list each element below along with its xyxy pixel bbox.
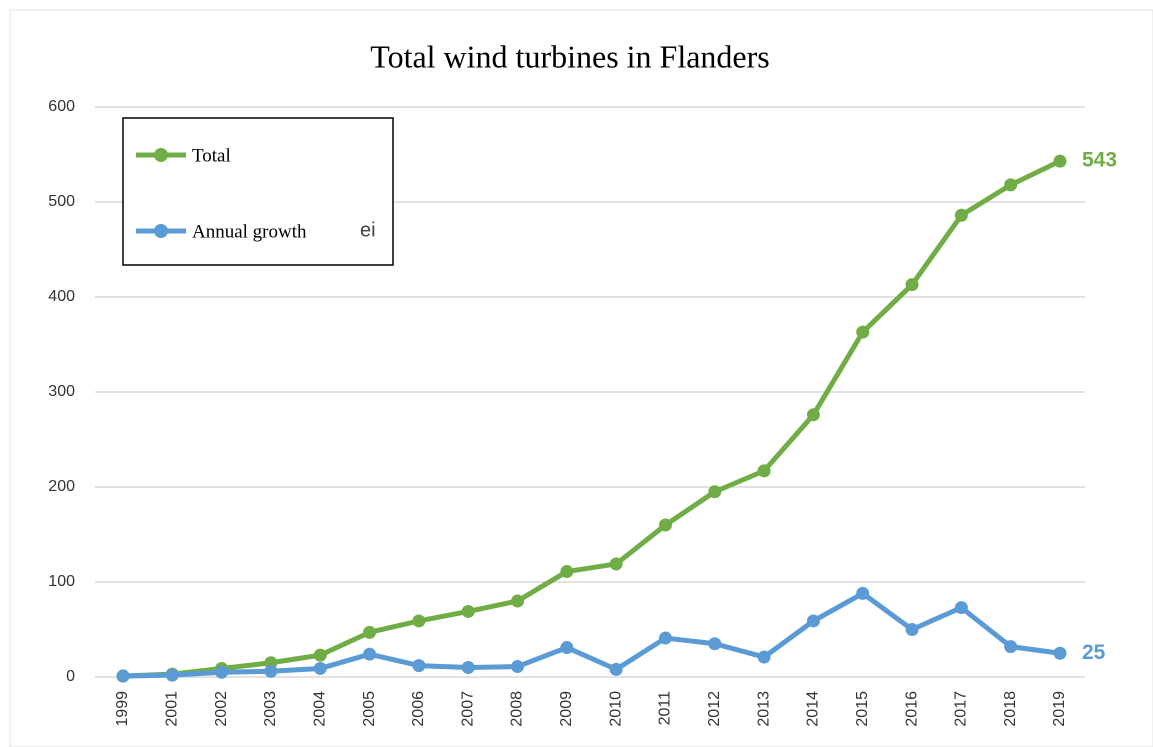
y-tick-label: 100: [48, 573, 75, 590]
data-point: [658, 518, 672, 532]
data-point: [856, 586, 870, 600]
x-tick-label: 2015: [854, 691, 871, 727]
data-point: [609, 557, 623, 571]
y-tick-label: 400: [48, 288, 75, 305]
x-tick-label: 2008: [509, 691, 526, 727]
x-tick-label: 2009: [558, 691, 575, 727]
y-tick-label: 600: [48, 98, 75, 115]
data-point: [905, 623, 919, 636]
series-line: [122, 158, 1062, 679]
x-tick-label: 2004: [311, 691, 328, 727]
chart-border: [9, 9, 1153, 747]
data-point: [363, 625, 377, 639]
x-tick-label: 2016: [903, 691, 920, 727]
data-point: [461, 661, 475, 674]
data-point: [511, 594, 525, 608]
x-tick-label: 2007: [459, 691, 476, 727]
data-point: [560, 641, 574, 655]
data-point: [1053, 646, 1067, 660]
x-tick-label: 2006: [410, 691, 427, 727]
end-label: 543: [1082, 149, 1117, 172]
data-point: [116, 669, 130, 683]
data-point: [954, 208, 968, 222]
data-point: [412, 659, 426, 673]
data-point: [560, 565, 574, 579]
chart-title: Total wind turbines in Flanders: [370, 38, 769, 74]
data-point: [363, 647, 377, 661]
data-point: [954, 601, 968, 615]
x-tick-label: 2010: [607, 691, 624, 727]
data-point: [313, 648, 327, 662]
data-point: [757, 464, 771, 478]
data-point: [264, 664, 278, 678]
legend-label: Total: [192, 145, 231, 166]
data-point: [412, 614, 426, 628]
data-point: [757, 650, 771, 664]
x-tick-label: 2018: [1002, 691, 1019, 727]
data-point: [313, 661, 327, 675]
data-point: [511, 660, 525, 674]
data-point: [1004, 178, 1018, 192]
x-tick-label: 2001: [164, 691, 181, 727]
legend-marker: [154, 148, 168, 162]
data-point: [708, 637, 722, 651]
series-line: [122, 590, 1061, 679]
data-point: [856, 325, 870, 339]
data-point: [1053, 154, 1067, 168]
data-point: [1004, 640, 1018, 654]
legend-label: Annual growth: [192, 221, 307, 242]
x-tick-label: 2017: [953, 691, 970, 727]
x-tick-label: 2013: [755, 691, 772, 727]
data-point: [806, 408, 820, 422]
data-point: [215, 665, 229, 679]
y-tick-label: 200: [48, 478, 75, 495]
x-tick-label: 2012: [706, 691, 723, 727]
data-point: [905, 278, 919, 292]
x-tick-label: 2005: [361, 691, 378, 727]
y-tick-label: 300: [48, 383, 75, 400]
data-point: [165, 668, 179, 682]
y-tick-label: 500: [48, 193, 75, 210]
x-tick-label: 1999: [114, 691, 131, 727]
legend-fragment: ei: [360, 219, 376, 241]
legend-marker: [154, 224, 168, 238]
end-label: 25: [1082, 641, 1106, 664]
x-tick-label: 2002: [213, 691, 230, 727]
x-tick-label: 2019: [1051, 691, 1068, 727]
data-point: [708, 485, 722, 499]
x-tick-label: 2014: [805, 691, 822, 727]
data-point: [461, 604, 475, 618]
x-tick-label: 2011: [657, 691, 674, 726]
data-point: [658, 631, 672, 645]
data-point: [806, 614, 820, 628]
x-tick-label: 2003: [262, 691, 279, 727]
y-tick-label: 0: [66, 668, 75, 685]
legend-box: [122, 117, 394, 266]
data-point: [609, 662, 623, 676]
